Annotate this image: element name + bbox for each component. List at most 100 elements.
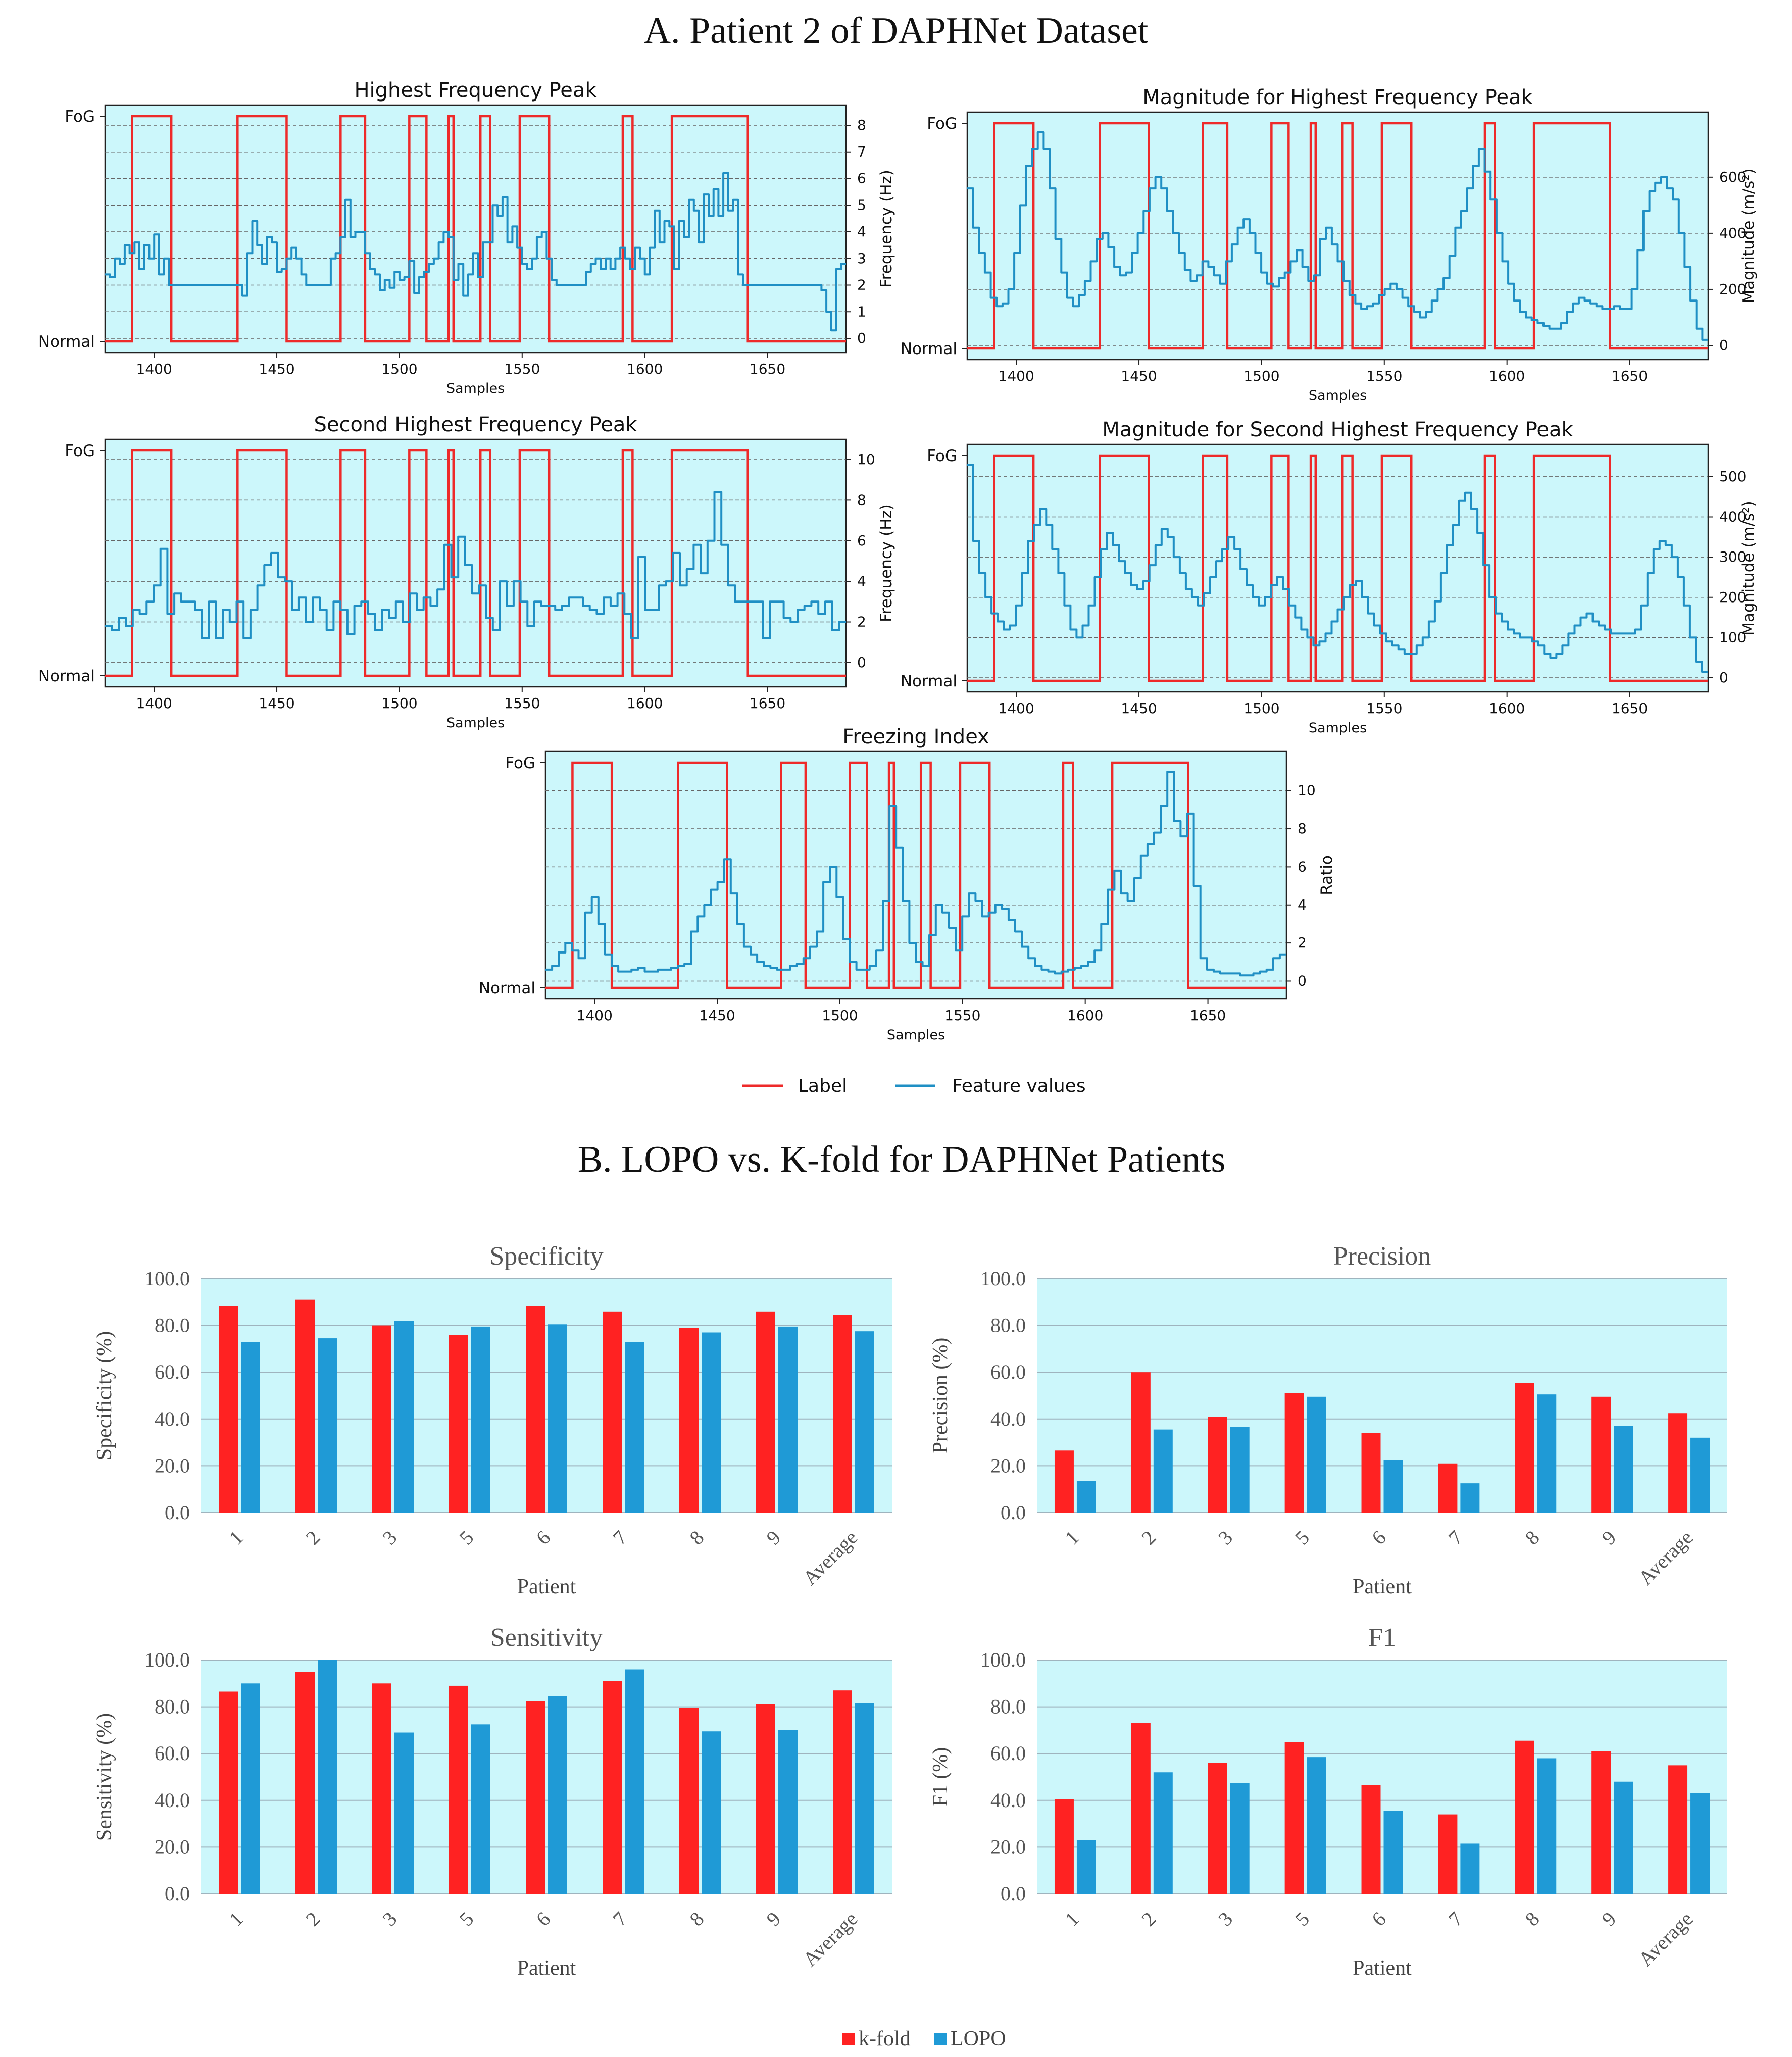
- ts-label-line: [105, 449, 846, 677]
- bar-xtick-label: 3: [378, 1526, 401, 1549]
- bar-kfold: [1208, 1417, 1227, 1513]
- ts-xtick-label: 1450: [1121, 700, 1157, 717]
- ts-xtick-label: 1400: [999, 368, 1034, 384]
- bar-ylabel: F1 (%): [929, 1747, 952, 1807]
- bar-xtick-label: 1: [224, 1526, 247, 1549]
- ts-xtick-label: 1650: [1612, 700, 1648, 717]
- bar-plot-area: [1037, 1660, 1727, 1894]
- bar-ytick-label: 40.0: [155, 1408, 190, 1430]
- bar-xtick-label: 1: [1060, 1526, 1083, 1549]
- bar-lopo: [778, 1326, 798, 1513]
- bar-lopo: [1614, 1426, 1633, 1513]
- bar-kfold: [679, 1328, 699, 1513]
- ts-label-line: [967, 122, 1708, 350]
- ts-ytick-label: 2: [857, 277, 866, 293]
- ts-xtick-label: 1500: [381, 695, 417, 712]
- bar-lopo: [1153, 1429, 1173, 1513]
- bar-title: Specificity: [489, 1242, 603, 1271]
- ts-xtick-label: 1400: [136, 695, 172, 712]
- bar-xtick-label: 2: [301, 1526, 324, 1549]
- ts-xtick-label: 1550: [1366, 700, 1402, 717]
- bar-ytick-label: 80.0: [990, 1314, 1026, 1337]
- bar-xtick-label: 9: [1598, 1526, 1621, 1549]
- bar-ytick-label: 100.0: [144, 1648, 190, 1671]
- ts-fog-label: FoG: [65, 108, 95, 126]
- bar-lopo: [548, 1696, 567, 1894]
- bar-xtick-label: 2: [1137, 1526, 1160, 1549]
- bar-kfold: [1668, 1413, 1688, 1513]
- bar-xtick-label: 1: [224, 1908, 247, 1931]
- ts-normal-label: Normal: [901, 340, 957, 358]
- ts-panel-3: 0 2 4 6 8 10 FoG Normal 1400 1450 1500 1550 1600 1650…: [38, 413, 895, 731]
- ts-ylabel: Magnitude (m/s²): [1739, 168, 1758, 304]
- ts-xtick-label: 1400: [577, 1007, 613, 1024]
- ts-ytick-label: 0: [1298, 972, 1307, 989]
- bar-lopo: [241, 1342, 260, 1513]
- ts-feature-line: [105, 172, 846, 332]
- bar-lopo: [471, 1326, 490, 1513]
- bar-xtick-label: 2: [1137, 1908, 1160, 1931]
- ts-label-line: [105, 115, 846, 343]
- bar-kfold: [1591, 1396, 1611, 1513]
- bar-chart-4: 0.0 20.0 40.0 60.0 80.0 100.0 1 2 3 5 6 7 8 9 Average F…: [929, 1623, 1727, 1980]
- bar-xtick-label: 9: [762, 1908, 785, 1931]
- bar-kfold: [833, 1690, 852, 1894]
- bar-xlabel: Patient: [1353, 1575, 1412, 1598]
- ts-ytick-label: 300: [1719, 548, 1746, 565]
- bar-lopo: [1383, 1460, 1403, 1513]
- ts-ylabel: Frequency (Hz): [877, 170, 895, 288]
- bar-kfold: [756, 1311, 775, 1513]
- bar-ytick-label: 40.0: [155, 1789, 190, 1812]
- bar-title: F1: [1368, 1623, 1396, 1652]
- ts-xtick-label: 1500: [1243, 700, 1279, 717]
- bar-lopo: [318, 1338, 337, 1513]
- ts-ytick-label: 8: [857, 117, 866, 133]
- ts-xlabel: Samples: [1309, 388, 1367, 404]
- bar-lopo: [1076, 1481, 1096, 1513]
- bar-ytick-label: 20.0: [155, 1835, 190, 1858]
- ts-ytick-label: 8: [857, 491, 866, 508]
- bar-lopo: [394, 1732, 414, 1894]
- ts-ytick-label: 5: [857, 196, 866, 213]
- ts-ytick-label: 2: [1298, 934, 1307, 951]
- bar-xtick-label: 5: [1290, 1526, 1314, 1549]
- bar-ytick-label: 40.0: [990, 1408, 1026, 1430]
- bar-xtick-label: 5: [1290, 1908, 1314, 1931]
- bar-ylabel: Specificity (%): [93, 1331, 116, 1460]
- bar-lopo: [1076, 1840, 1096, 1894]
- ts-ytick-label: 0: [857, 654, 866, 671]
- bar-lopo: [1537, 1758, 1557, 1894]
- section-b-title: B. LOPO vs. K-fold for DAPHNet Patients: [578, 1139, 1226, 1180]
- bar-lopo: [855, 1331, 874, 1513]
- ts-ytick-label: 200: [1719, 281, 1746, 297]
- bar-chart-1: 0.0 20.0 40.0 60.0 80.0 100.0 1 2 3 5 6 7 8 9 Average S…: [93, 1242, 892, 1598]
- bar-ytick-label: 80.0: [155, 1314, 190, 1337]
- legend-kfold-text: k-fold: [859, 2027, 911, 2050]
- bar-kfold: [1054, 1799, 1074, 1894]
- bar-chart-2: 0.0 20.0 40.0 60.0 80.0 100.0 1 2 3 5 6 7 8 9 Average P…: [929, 1242, 1727, 1598]
- bar-kfold: [526, 1306, 545, 1513]
- ts-ytick-label: 7: [857, 143, 866, 160]
- bar-kfold: [295, 1672, 315, 1894]
- ts-normal-label: Normal: [38, 667, 95, 685]
- ts-xtick-label: 1550: [504, 361, 540, 377]
- ts-panel-2: 0 200 400 600 FoG Normal 1400 1450 1500 1550 1600 1…: [901, 86, 1758, 404]
- bar-xlabel: Patient: [517, 1956, 576, 1980]
- bar-kfold: [1515, 1740, 1534, 1894]
- bar-lopo: [1537, 1394, 1557, 1513]
- ts-xtick-label: 1600: [1489, 368, 1525, 384]
- ts-xtick-label: 1450: [259, 695, 294, 712]
- ts-ytick-label: 2: [857, 614, 866, 630]
- ts-ytick-label: 0: [1719, 337, 1728, 354]
- ts-ytick-label: 200: [1719, 589, 1746, 606]
- bar-lopo: [702, 1332, 721, 1513]
- bar-ytick-label: 80.0: [990, 1695, 1026, 1718]
- legend-label-text: Label: [798, 1076, 847, 1096]
- bar-ytick-label: 40.0: [990, 1789, 1026, 1812]
- ts-xtick-label: 1550: [944, 1007, 980, 1024]
- ts-xlabel: Samples: [887, 1027, 945, 1043]
- ts-panel-5: 0 2 4 6 8 10 FoG Normal 1400 1450 1500 1550 1600 1650…: [479, 725, 1336, 1043]
- bar-xtick-label: 7: [1444, 1526, 1467, 1549]
- ts-xtick-label: 1450: [259, 361, 294, 377]
